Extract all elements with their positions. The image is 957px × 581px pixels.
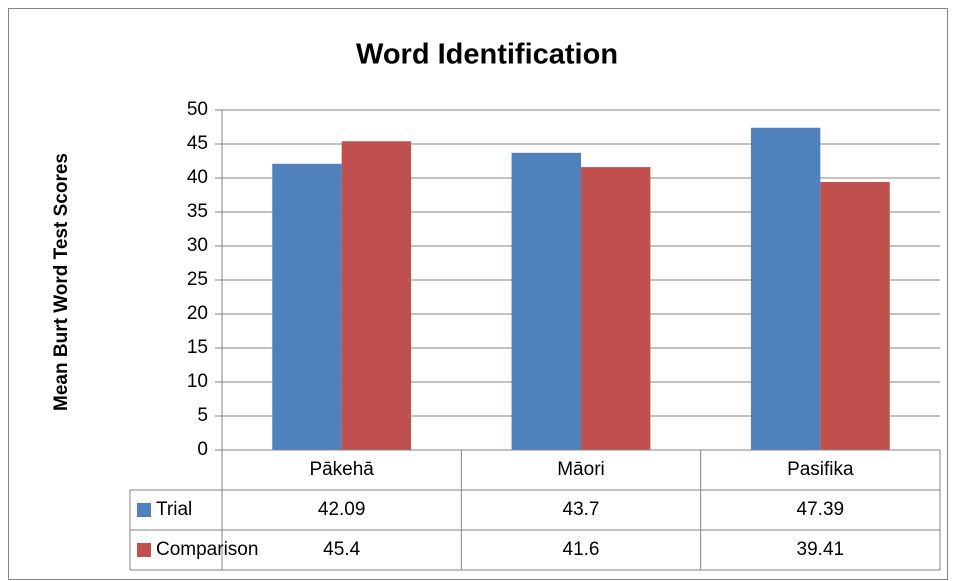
table-value: 47.39 [797, 499, 845, 520]
y-axis-label: Mean Burt Word Test Scores [51, 153, 72, 411]
bar [750, 127, 821, 451]
y-tick-label: 50 [187, 99, 208, 120]
y-tick-label: 35 [187, 201, 208, 222]
bar [272, 163, 342, 450]
y-tick-label: 10 [187, 371, 208, 392]
table-value: 41.6 [563, 539, 600, 560]
legend-key [137, 503, 151, 517]
y-tick-label: 25 [187, 269, 208, 290]
y-tick-label: 15 [187, 337, 208, 358]
legend-key [137, 543, 151, 557]
y-tick-label: 0 [197, 439, 208, 460]
y-tick-label: 40 [187, 167, 208, 188]
table-value: 45.4 [323, 539, 360, 560]
y-tick-label: 30 [187, 235, 208, 256]
x-tick-label: Pasifika [787, 459, 854, 480]
legend-label: Trial [156, 499, 192, 520]
legend-label: Comparison [156, 539, 258, 560]
table-value: 39.41 [797, 539, 845, 560]
bar [581, 167, 651, 450]
chart-border [8, 8, 948, 580]
x-tick-label: Māori [557, 459, 605, 480]
y-tick-label: 5 [197, 405, 208, 426]
table-value: 42.09 [318, 499, 366, 520]
bar [511, 152, 581, 450]
x-tick-label: Pākehā [309, 459, 374, 480]
y-tick-label: 20 [187, 303, 208, 324]
table-value: 43.7 [563, 499, 600, 520]
y-tick-label: 45 [187, 133, 208, 154]
bar [820, 182, 890, 450]
bar [341, 141, 412, 450]
chart-title: Word Identification [356, 39, 618, 71]
